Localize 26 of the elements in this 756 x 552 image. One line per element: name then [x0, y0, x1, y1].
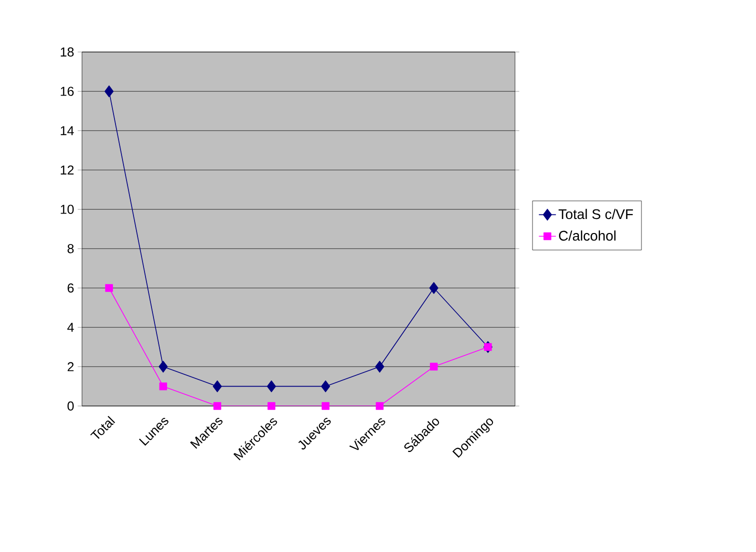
- legend-label: Total S c/VF: [558, 208, 633, 220]
- point: [321, 380, 330, 392]
- y-tick-label: 12: [60, 165, 74, 175]
- point: [213, 402, 222, 410]
- legend-label: C/alcohol: [558, 230, 616, 241]
- y-tick-label: 10: [60, 204, 74, 214]
- point: [429, 282, 438, 294]
- point: [212, 380, 222, 392]
- point: [158, 360, 168, 373]
- y-tick-label: 8: [68, 244, 74, 254]
- y-tick-label: 14: [60, 126, 74, 136]
- point: [322, 402, 330, 410]
- point: [104, 85, 114, 98]
- point: [159, 382, 168, 390]
- y-tick-label: 16: [60, 86, 74, 96]
- y-tick-label: 0: [68, 401, 74, 411]
- point: [266, 380, 276, 392]
- y-tick-label: 4: [67, 322, 74, 332]
- point: [375, 360, 384, 373]
- point: [430, 362, 438, 371]
- point: [268, 402, 276, 410]
- y-tick-label: 2: [68, 362, 74, 372]
- point: [376, 402, 384, 410]
- y-tick-label: 6: [68, 283, 74, 293]
- point: [105, 284, 113, 292]
- y-tick-label: 18: [60, 47, 74, 57]
